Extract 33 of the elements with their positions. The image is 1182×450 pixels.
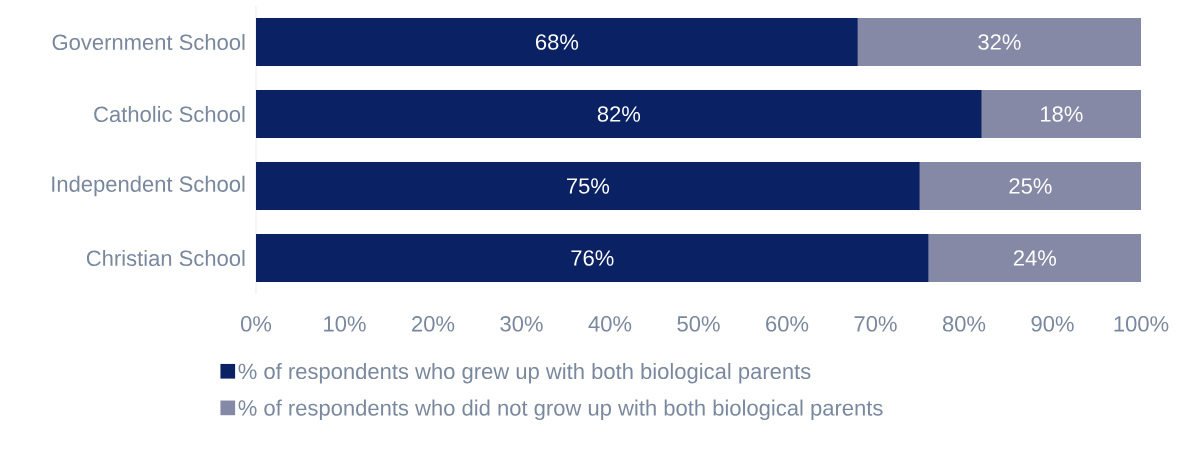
x-tick-label: 100% — [1114, 316, 1169, 332]
bar — [919, 162, 1142, 210]
x-tick-label: 50% — [677, 316, 720, 332]
x-tick-label: 60% — [766, 316, 809, 332]
bar — [857, 18, 1142, 66]
bar — [256, 90, 982, 138]
bar — [256, 234, 929, 283]
x-tick-label: 30% — [500, 316, 543, 332]
legend-label: % of respondents who did not grow up with both biological parents — [238, 399, 883, 421]
x-tick-label: 0% — [240, 316, 272, 332]
data-label: 75% — [566, 178, 610, 194]
y-tick-label: Independent School — [52, 175, 245, 197]
y-tick-label: Christian School — [86, 249, 245, 267]
data-label: 68% — [536, 34, 579, 50]
data-label: 24% — [1013, 250, 1057, 266]
data-label: 82% — [597, 106, 641, 122]
x-tick-label: 40% — [588, 316, 632, 332]
bar — [928, 234, 1142, 283]
data-label: 32% — [978, 34, 1021, 50]
x-tick-label: 20% — [412, 316, 455, 332]
data-label: 76% — [571, 250, 614, 266]
x-tick-label: 80% — [942, 316, 986, 332]
x-tick-label: 10% — [324, 316, 366, 332]
y-tick-label: Catholic School — [94, 105, 245, 123]
bar — [256, 162, 920, 210]
data-label: 25% — [1009, 178, 1052, 194]
legend-label: % of respondents who grew up with both biological parents — [238, 362, 811, 384]
x-tick-label: 70% — [854, 316, 897, 332]
y-tick-label: Government School — [52, 33, 245, 51]
bar — [981, 90, 1142, 138]
x-tick-label: 90% — [1031, 316, 1074, 332]
data-label: 18% — [1041, 106, 1083, 122]
bar — [256, 18, 858, 66]
